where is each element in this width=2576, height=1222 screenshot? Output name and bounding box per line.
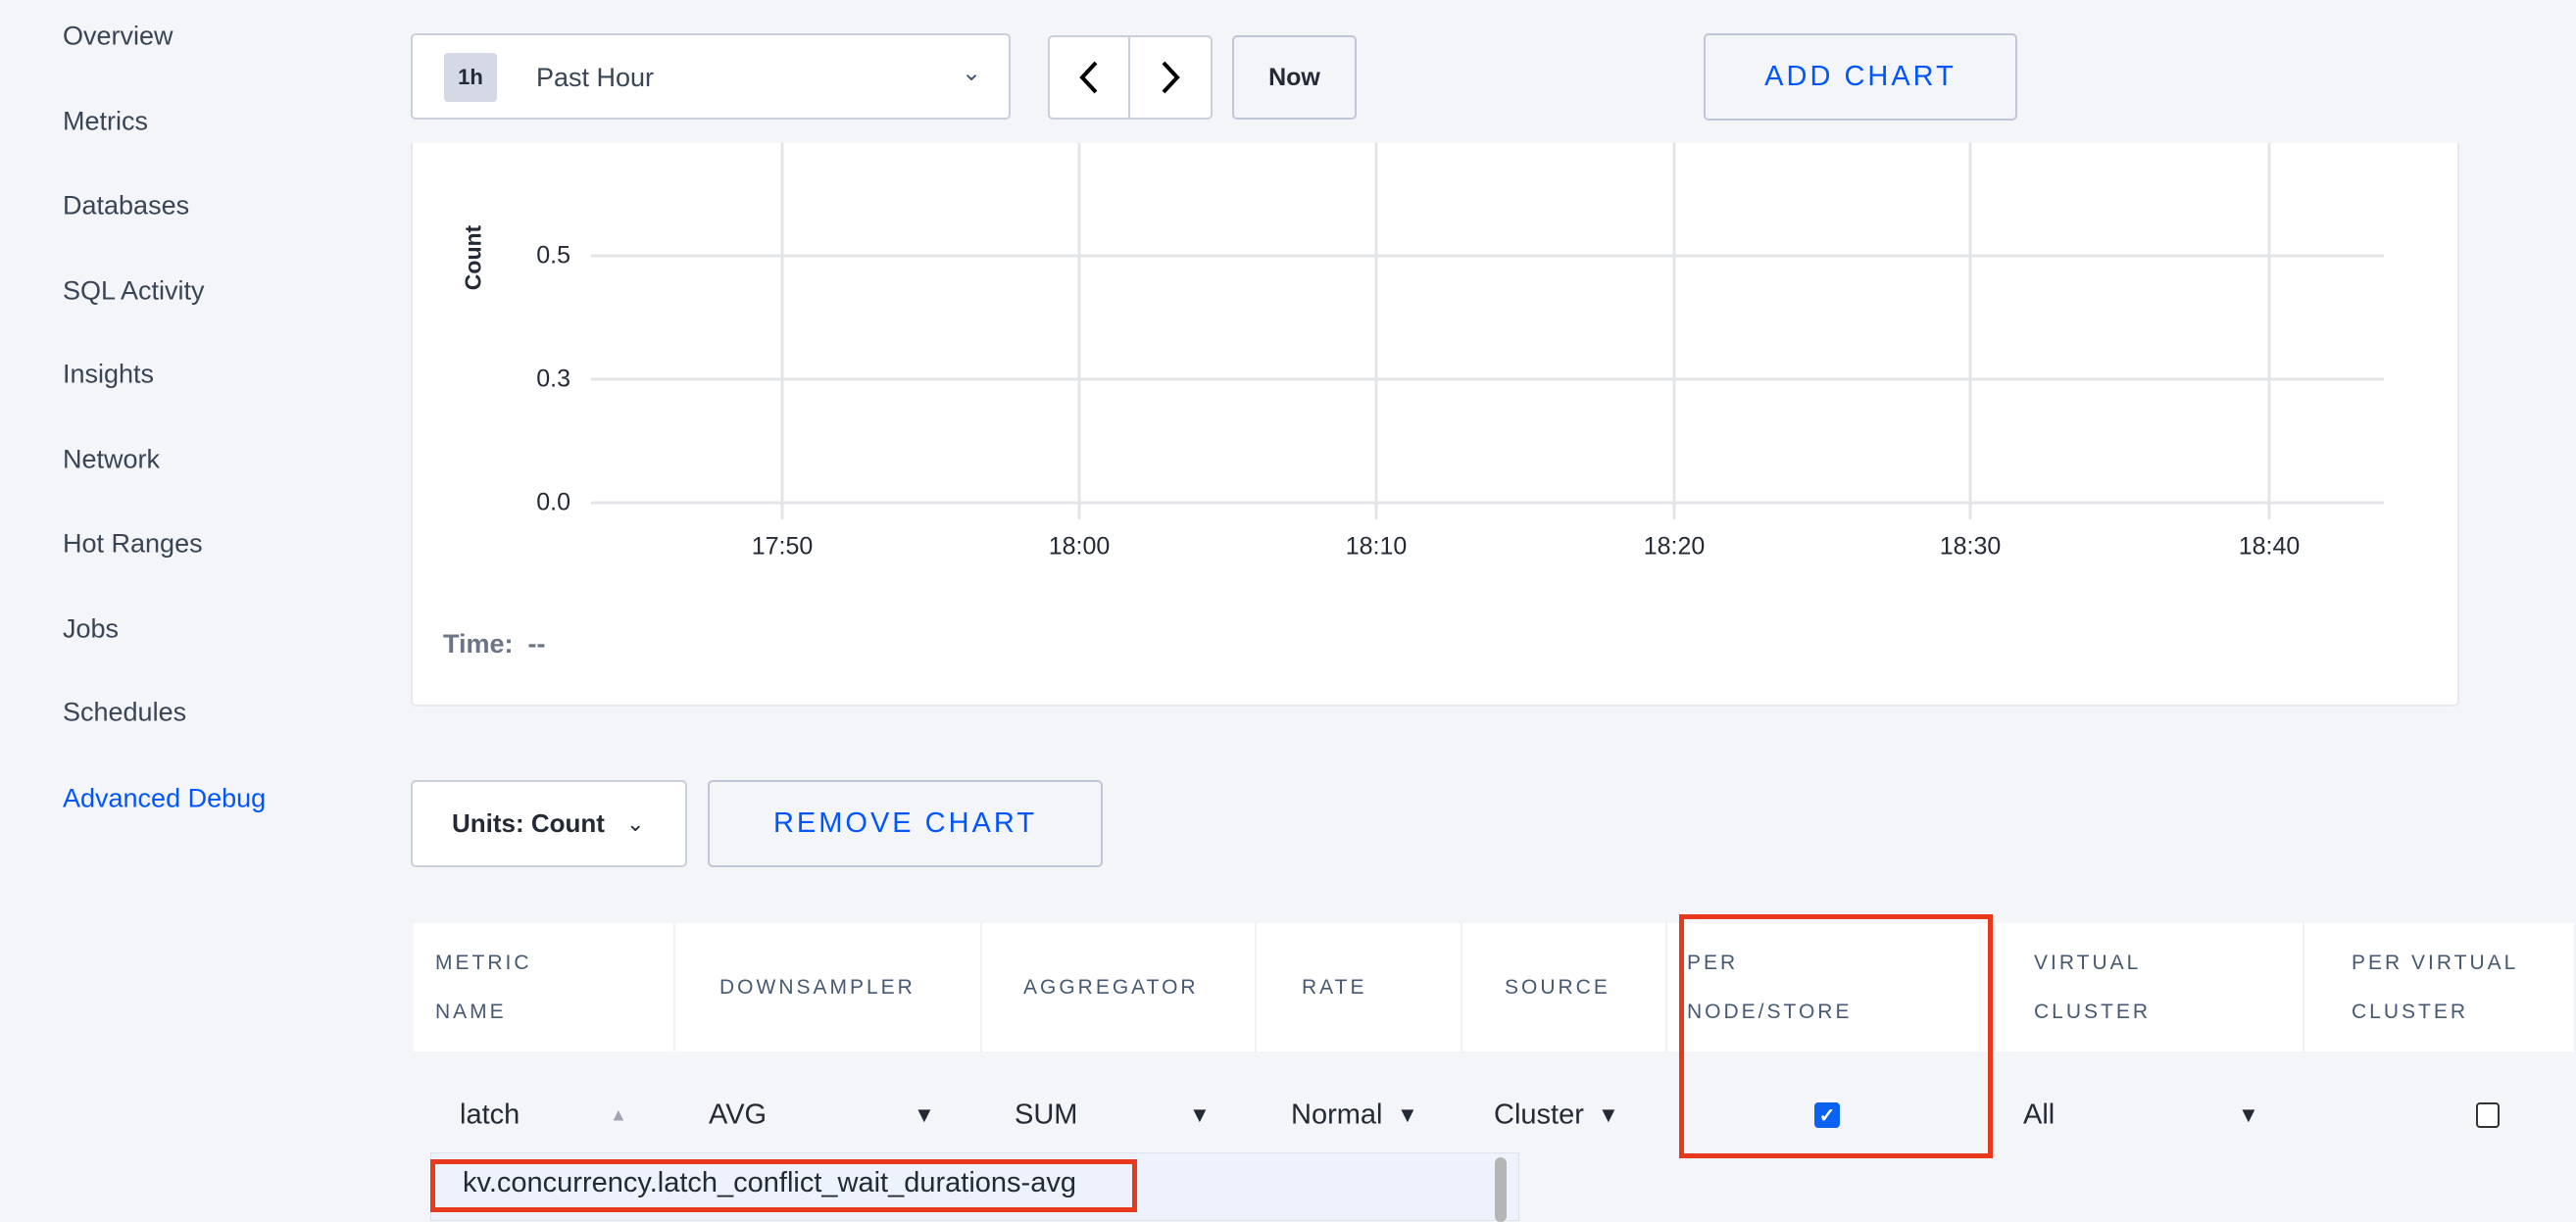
y-tick-label: 0.3 xyxy=(536,365,570,393)
remove-chart-button[interactable]: REMOVE CHART xyxy=(708,780,1103,867)
caret-down-icon[interactable]: ▼ xyxy=(1189,1102,1211,1127)
header-text: NAME xyxy=(435,1000,507,1023)
header-text: CLUSTER xyxy=(2352,1000,2469,1023)
caret-down-icon[interactable]: ▼ xyxy=(1397,1102,1418,1127)
time-readout-label: Time: xyxy=(443,629,514,659)
now-button[interactable]: Now xyxy=(1232,35,1357,120)
rate-select[interactable]: Normal xyxy=(1291,1099,1383,1131)
y-tick-label: 0.0 xyxy=(536,488,570,516)
autocomplete-option[interactable]: kv.concurrency.latch_conflict_wait_durat… xyxy=(463,1167,1076,1198)
caret-down-icon[interactable]: ▼ xyxy=(914,1102,935,1127)
highlight-box xyxy=(430,1159,1137,1212)
header-virtual-cluster: VIRTUAL CLUSTER xyxy=(1996,923,2304,1051)
header-text: RATE xyxy=(1302,975,1367,999)
sidebar-item-sql-activity[interactable]: SQL Activity xyxy=(63,275,205,306)
header-text: SOURCE xyxy=(1505,975,1610,999)
chevron-down-icon: ⌄ xyxy=(962,60,982,86)
header-text: CLUSTER xyxy=(2034,1000,2152,1023)
header-text: PER xyxy=(1687,951,1739,974)
sidebar-item-metrics[interactable]: Metrics xyxy=(63,106,148,136)
caret-up-icon[interactable]: ▲ xyxy=(610,1104,627,1125)
sidebar-item-databases[interactable]: Databases xyxy=(63,190,190,220)
sidebar-item-schedules[interactable]: Schedules xyxy=(63,697,187,727)
source-select[interactable]: Cluster xyxy=(1494,1099,1584,1131)
sidebar-item-insights[interactable]: Insights xyxy=(63,359,155,389)
time-label: Past Hour xyxy=(536,63,655,92)
y-axis-label: Count xyxy=(460,224,486,291)
sidebar-item-hot-ranges[interactable]: Hot Ranges xyxy=(63,528,203,559)
header-text: VIRTUAL xyxy=(2034,951,2142,974)
prev-time-button[interactable] xyxy=(1048,35,1130,120)
x-tick-label: 18:00 xyxy=(1048,532,1111,561)
sidebar-item-overview[interactable]: Overview xyxy=(63,21,173,51)
chevron-down-icon: ⌄ xyxy=(625,810,645,836)
sidebar-item-advanced-debug[interactable]: Advanced Debug xyxy=(63,783,267,813)
add-chart-button[interactable]: ADD CHART xyxy=(1704,33,2017,121)
sidebar-item-network[interactable]: Network xyxy=(63,444,161,474)
chevron-right-icon xyxy=(1162,61,1180,94)
highlight-box xyxy=(1679,914,1993,1158)
header-rate: RATE xyxy=(1257,923,1462,1051)
header-text: METRIC xyxy=(435,951,532,974)
downsampler-select[interactable]: AVG xyxy=(709,1099,768,1131)
header-source: SOURCE xyxy=(1462,923,1667,1051)
scrollbar[interactable] xyxy=(1495,1157,1507,1222)
chevron-left-icon xyxy=(1079,61,1098,94)
units-select[interactable]: Units: Count ⌄ xyxy=(411,780,687,867)
x-tick-label: 18:10 xyxy=(1345,532,1408,561)
metric-name-input[interactable]: latch xyxy=(460,1099,520,1131)
caret-down-icon[interactable]: ▼ xyxy=(2238,1102,2259,1127)
header-per-node-store: PER NODE/STORE xyxy=(1667,923,1996,1051)
header-text: NODE/STORE xyxy=(1687,1000,1853,1023)
x-tick-label: 17:50 xyxy=(751,532,814,561)
sidebar-item-jobs[interactable]: Jobs xyxy=(63,613,120,644)
header-per-virtual-cluster: PER VIRTUAL CLUSTER xyxy=(2304,923,2576,1051)
chart-plot xyxy=(591,143,2384,519)
header-aggregator: AGGREGATOR xyxy=(982,923,1257,1051)
aggregator-select[interactable]: SUM xyxy=(1015,1099,1078,1131)
y-tick-label: 0.5 xyxy=(536,241,570,269)
virtual-cluster-select[interactable]: All xyxy=(2023,1099,2056,1131)
x-tick-label: 18:30 xyxy=(1939,532,2002,561)
next-time-button[interactable] xyxy=(1128,35,1213,120)
caret-down-icon[interactable]: ▼ xyxy=(1598,1102,1619,1127)
time-readout: Time: -- xyxy=(443,629,546,660)
header-downsampler: DOWNSAMPLER xyxy=(675,923,982,1051)
chart-panel xyxy=(411,143,2459,707)
x-tick-label: 18:20 xyxy=(1643,532,1706,561)
header-text: PER VIRTUAL xyxy=(2352,951,2519,974)
header-metric-name: METRIC NAME xyxy=(414,923,675,1051)
per-virtual-cluster-checkbox[interactable] xyxy=(2476,1102,2500,1128)
time-badge: 1h xyxy=(444,53,497,102)
header-text: AGGREGATOR xyxy=(1023,975,1199,999)
time-readout-value: -- xyxy=(527,629,546,659)
header-text: DOWNSAMPLER xyxy=(719,975,916,999)
units-label: Units: Count xyxy=(452,808,605,838)
time-range-select[interactable]: 1h Past Hour ⌄ xyxy=(411,33,1011,120)
x-tick-label: 18:40 xyxy=(2238,532,2301,561)
per-node-store-checkbox[interactable]: ✓ xyxy=(1814,1102,1840,1128)
